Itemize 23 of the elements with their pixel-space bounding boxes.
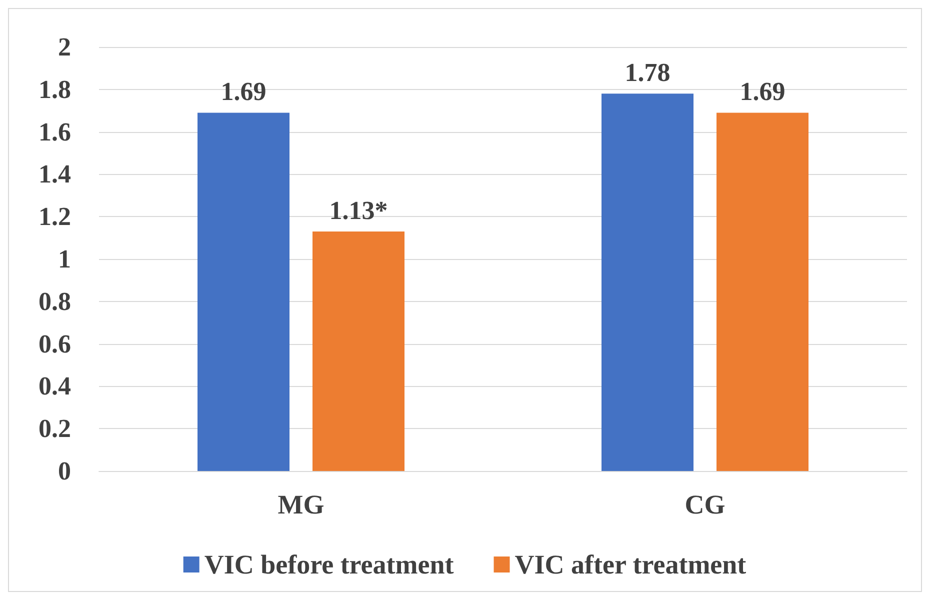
bar [198, 112, 290, 471]
y-tick-label: 1.8 [38, 74, 71, 104]
y-tick-label: 0 [58, 456, 71, 486]
y-tick-label: 1.4 [38, 160, 71, 189]
y-tick-label: 0.2 [38, 414, 71, 444]
bar [602, 94, 694, 471]
legend-label: VIC after treatment [514, 550, 746, 580]
data-label: 1.13* [329, 196, 388, 225]
y-tick-label: 1.2 [38, 202, 71, 232]
y-tick-label: 0.8 [38, 286, 71, 316]
y-tick-label: 0.6 [38, 329, 71, 358]
data-label: 1.78 [624, 58, 670, 88]
data-label: 1.69 [740, 77, 786, 106]
bar [716, 112, 808, 471]
bar [312, 231, 404, 471]
y-tick-label: 2 [58, 32, 71, 62]
x-tick-label: MG [278, 490, 324, 520]
y-tick-label: 0.4 [38, 372, 71, 401]
data-label: 1.69 [220, 77, 266, 106]
y-tick-label: 1 [58, 244, 71, 274]
y-tick-label: 1.6 [38, 117, 71, 146]
legend-label: VIC before treatment [204, 550, 454, 580]
x-tick-label: CG [684, 490, 726, 520]
